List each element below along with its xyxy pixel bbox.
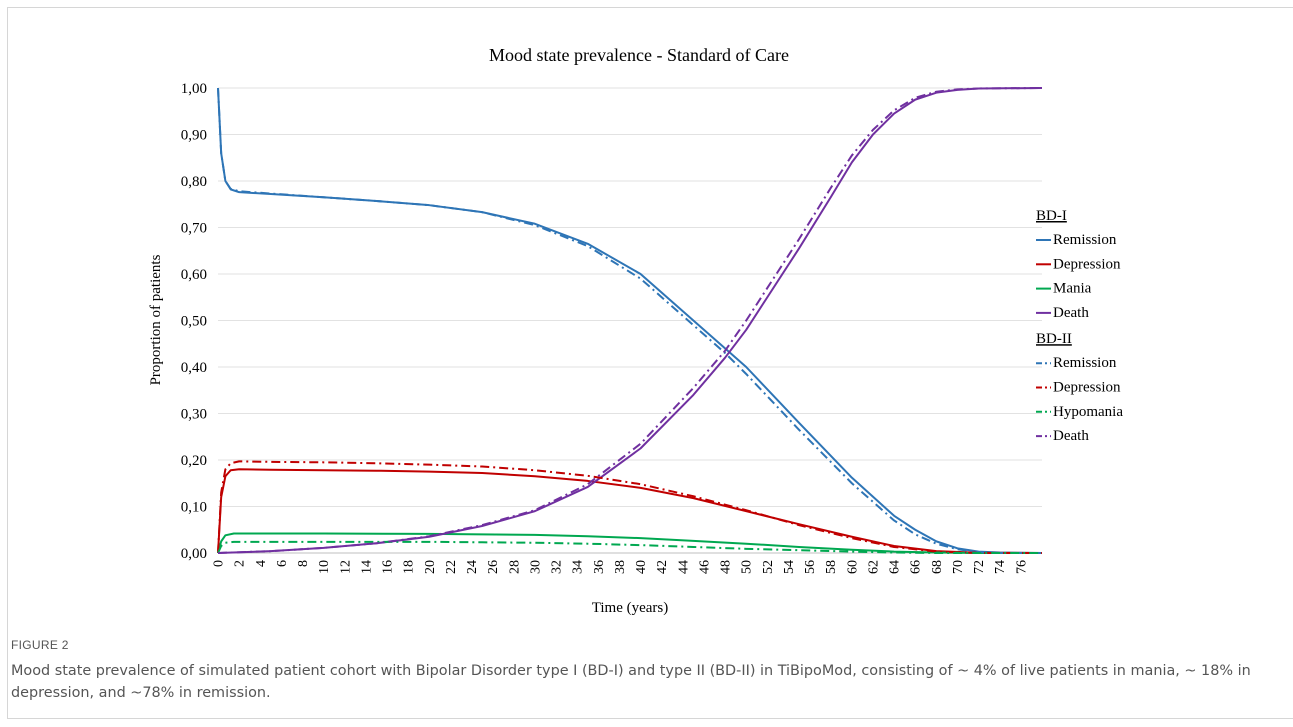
legend-group-title: BD-II [1036, 331, 1072, 347]
figure-frame [7, 7, 1293, 719]
x-tick-label: 68 [930, 560, 945, 574]
y-tick-label: 0,20 [181, 453, 207, 469]
x-tick-label: 54 [782, 560, 797, 574]
x-tick-label: 22 [444, 560, 459, 574]
legend-entry-label: Mania [1053, 281, 1092, 297]
chart-title: Mood state prevalence - Standard of Care [489, 45, 789, 65]
x-tick-label: 70 [951, 560, 966, 574]
y-tick-label: 0,90 [181, 128, 207, 144]
x-tick-label: 18 [402, 560, 417, 574]
x-tick-label: 72 [972, 560, 987, 574]
series-line-bd-ii-hypomania [217, 540, 1042, 554]
legend-entry-label: Depression [1053, 256, 1121, 272]
x-tick-label: 34 [571, 560, 586, 574]
x-tick-label: 10 [317, 560, 332, 574]
x-tick-label: 76 [1014, 560, 1029, 574]
x-tick-label: 62 [866, 560, 881, 574]
legend-entry-label: Remission [1053, 355, 1117, 371]
x-tick-label: 12 [338, 560, 353, 574]
x-tick-label: 42 [655, 560, 670, 574]
y-tick-label: 0,50 [181, 314, 207, 330]
y-tick-label: 1,00 [181, 81, 207, 97]
x-tick-label: 44 [676, 560, 691, 574]
x-tick-label: 16 [381, 560, 396, 574]
x-tick-label: 60 [845, 560, 860, 574]
x-axis-title: Time (years) [592, 600, 669, 616]
x-tick-label: 24 [465, 560, 480, 574]
series-lines [217, 87, 1043, 554]
legend-entry-label: Death [1053, 428, 1089, 444]
x-tick-label: 30 [528, 560, 543, 574]
legend-entry-label: Death [1053, 305, 1089, 321]
grid-lines [218, 87, 1042, 507]
y-tick-label: 0,30 [181, 407, 207, 423]
x-tick-label: 56 [803, 560, 818, 574]
x-tick-label: 50 [740, 560, 755, 574]
x-tick-label: 40 [634, 560, 649, 574]
x-tick-label: 0 [212, 560, 227, 567]
y-tick-label: 0,00 [181, 546, 207, 562]
series-line-bd-i-mania [217, 532, 1042, 554]
x-tick-label: 74 [993, 560, 1008, 574]
series-line-bd-ii-depression [217, 460, 1042, 554]
x-tick-label: 8 [296, 560, 311, 567]
line-chart: Mood state prevalence - Standard of Care… [148, 45, 1123, 616]
legend: BD-I Remission Depression Mania Death BD-II Re… [1036, 208, 1123, 444]
legend-entry-label: Depression [1053, 380, 1121, 396]
x-tick-label: 20 [423, 560, 438, 574]
x-tick-label: 46 [697, 560, 712, 574]
series-line-bd-i-remission [217, 87, 1043, 554]
x-tick-label: 4 [254, 560, 269, 567]
x-tick-label: 28 [507, 560, 522, 574]
x-tick-label: 38 [613, 560, 628, 574]
x-tick-label: 6 [275, 560, 290, 567]
x-tick-label: 2 [233, 560, 248, 567]
legend-entry-label: Hypomania [1053, 404, 1123, 420]
x-tick-label: 48 [719, 560, 734, 574]
x-tick-label: 58 [824, 560, 839, 574]
y-tick-label: 0,80 [181, 174, 207, 190]
x-tick-label: 52 [761, 560, 776, 574]
x-tick-label: 36 [592, 560, 607, 574]
y-tick-label: 0,10 [181, 500, 207, 516]
figure-caption: Mood state prevalence of simulated patie… [11, 663, 1251, 701]
x-tick-label: 64 [888, 560, 903, 574]
legend-group-title: BD-I [1036, 208, 1067, 224]
series-line-bd-ii-death [217, 87, 1043, 554]
x-tick-label: 26 [486, 560, 501, 574]
series-line-bd-i-depression [217, 468, 1043, 554]
x-tick-label: 66 [909, 560, 924, 574]
y-tick-label: 0,70 [181, 221, 207, 237]
x-tick-label: 14 [359, 560, 374, 574]
figure-label: FIGURE 2 [11, 638, 69, 652]
y-tick-label: 0,60 [181, 267, 207, 283]
y-axis-title: Proportion of patients [148, 254, 164, 385]
axes: 0,00 0,10 0,20 0,30 0,40 0,50 0,60 0,70 0,80 0,90… [181, 81, 1042, 574]
x-tick-label: 32 [550, 560, 565, 574]
y-tick-label: 0,40 [181, 360, 207, 376]
legend-entry-label: Remission [1053, 232, 1117, 248]
